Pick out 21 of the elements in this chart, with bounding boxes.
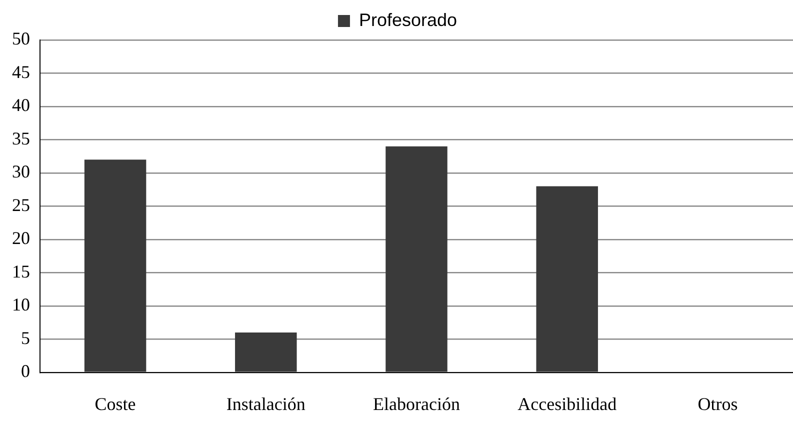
x-tick-label: Coste xyxy=(94,394,136,414)
bar xyxy=(536,186,598,372)
y-tick-label: 0 xyxy=(21,361,30,382)
x-tick-label: Elaboración xyxy=(373,394,460,414)
y-tick-label: 35 xyxy=(12,128,30,148)
bar xyxy=(84,160,146,372)
x-tick-label: Instalación xyxy=(226,394,306,414)
y-tick-label: 30 xyxy=(12,162,30,182)
y-tick-label: 45 xyxy=(12,62,30,82)
x-tick-label: Accesibilidad xyxy=(518,394,617,414)
bar xyxy=(386,146,448,372)
y-tick-label: 50 xyxy=(12,28,30,49)
y-tick-label: 40 xyxy=(12,95,30,116)
y-tick-label: 25 xyxy=(12,194,30,215)
y-tick-label: 5 xyxy=(21,328,30,348)
y-tick-label: 10 xyxy=(12,294,30,315)
x-tick-label: Otros xyxy=(698,394,738,414)
y-tick-label: 15 xyxy=(12,261,30,282)
y-tick-label: 20 xyxy=(12,228,30,248)
bar xyxy=(235,332,297,372)
legend-label: Profesorado xyxy=(358,10,458,30)
